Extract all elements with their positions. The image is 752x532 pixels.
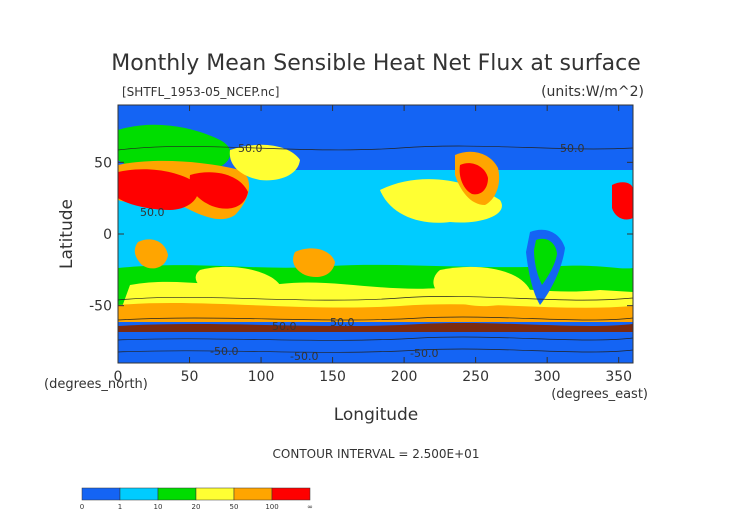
colorbar-tick-label: 1: [118, 503, 122, 511]
arabia-india-hot: [189, 172, 248, 209]
colorbar-tick-label: 100: [265, 503, 278, 511]
contour-label: 50.0: [140, 206, 165, 219]
contour-label: -50.0: [210, 345, 238, 358]
colorbar: 0 1 10 20 50 100 ∞: [80, 487, 313, 511]
x-unit-label: (degrees_east): [551, 387, 648, 402]
colorbar-tick-label: 50: [230, 503, 239, 511]
colorbar-tick-label: 0: [80, 503, 84, 511]
europe-green: [118, 124, 231, 173]
sahara-hot: [118, 169, 199, 210]
chart-title: Monthly Mean Sensible Heat Net Flux at s…: [111, 51, 641, 76]
africa-wrap-hot: [612, 182, 633, 220]
colorbar-swatch: [233, 487, 273, 501]
southern-africa: [134, 239, 168, 269]
contour-label: -50.0: [290, 350, 318, 363]
contour-label: -50.0: [410, 347, 438, 360]
indian-ocean-yellow-patch: [195, 266, 280, 297]
y-axis-ticks: 50 0 -50: [89, 155, 633, 315]
contour-label: 50.0: [330, 316, 355, 329]
colorbar-tick-label: ∞: [307, 503, 313, 511]
southern-orange-band: [118, 302, 633, 322]
colorbar-swatch: [271, 487, 311, 501]
y-tick-label: 50: [94, 155, 112, 171]
south-america-green: [534, 238, 557, 285]
file-label: [SHTFL_1953-05_NCEP.nc]: [122, 85, 279, 99]
y-axis-label: Latitude: [57, 199, 77, 269]
units-label: (units:W/m^2): [541, 84, 644, 100]
y-unit-label: (degrees_north): [44, 377, 148, 392]
y-tick-label: 0: [103, 227, 112, 243]
colorbar-tick-label: 20: [192, 503, 201, 511]
x-tick-label: 150: [319, 369, 346, 385]
contour-interval-label: CONTOUR INTERVAL = 2.500E+01: [273, 447, 480, 461]
australia: [293, 248, 335, 278]
y-tick-label: -50: [89, 299, 112, 315]
contour-label-group: 50.0 50.0 50.0 50.0 50.0 -50.0 -50.0 -50…: [140, 142, 585, 363]
north-america-hot: [459, 163, 488, 195]
colorbar-swatch: [157, 487, 197, 501]
antarctic-coast: [118, 323, 633, 332]
x-tick-label: 250: [462, 369, 489, 385]
flux-map: 50.0 50.0 50.0 50.0 50.0 -50.0 -50.0 -50…: [118, 105, 633, 363]
colorbar-swatch: [119, 487, 159, 501]
contour-label: 50.0: [272, 320, 297, 333]
colorbar-swatch: [81, 487, 121, 501]
east-asia: [229, 144, 300, 181]
x-tick-label: 100: [248, 369, 275, 385]
x-tick-label: 0: [114, 369, 123, 385]
x-axis-ticks: 0 50 100 150 200 250 300 350: [114, 105, 632, 385]
antarctica: [118, 332, 633, 363]
colorbar-swatch: [195, 487, 235, 501]
contour-label: 50.0: [238, 142, 263, 155]
x-tick-label: 50: [181, 369, 199, 385]
contour-label: 50.0: [560, 142, 585, 155]
x-tick-label: 350: [605, 369, 632, 385]
x-tick-label: 300: [534, 369, 561, 385]
contour-lines: [118, 145, 633, 353]
arctic-band: [118, 105, 633, 123]
colorbar-tick-label: 10: [154, 503, 163, 511]
x-tick-label: 200: [391, 369, 418, 385]
x-axis-label: Longitude: [334, 405, 419, 425]
